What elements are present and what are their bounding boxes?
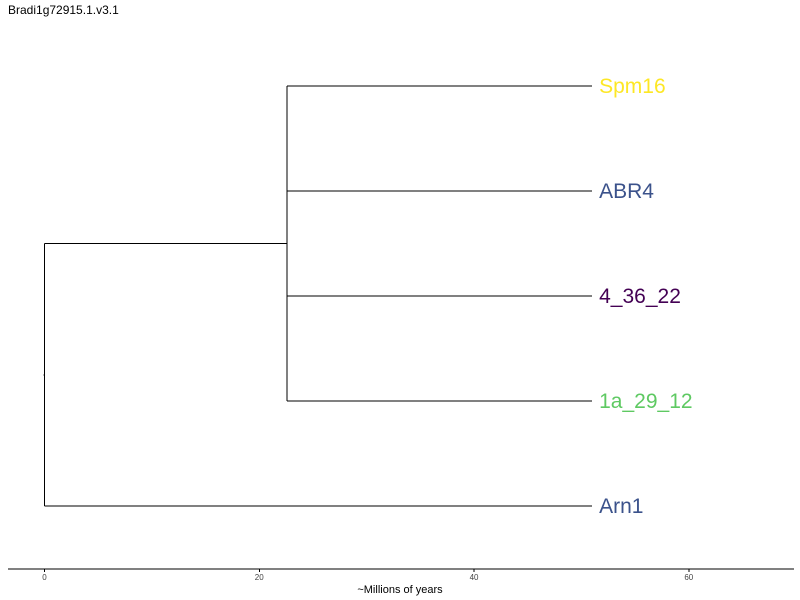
page-title: Bradi1g72915.1.v3.1 [8, 3, 119, 17]
x-tick-label: 20 [255, 573, 264, 582]
x-axis-ticks: 0 20 40 60 [42, 569, 694, 582]
tip-labels: Spm16 ABR4 4_36_22 1a_29_12 Arn1 [599, 75, 692, 518]
x-tick-label: 40 [470, 573, 479, 582]
tip-label: 1a_29_12 [599, 390, 692, 413]
x-tick-label: 60 [684, 573, 693, 582]
tip-label: Spm16 [599, 75, 666, 98]
tip-label: ABR4 [599, 180, 654, 203]
x-axis-title: ~Millions of years [357, 584, 443, 596]
tree-branches [43, 85, 593, 507]
x-axis: 0 20 40 60 ~Millions of years [8, 568, 794, 596]
tip-label: 4_36_22 [599, 285, 681, 308]
tip-label: Arn1 [599, 495, 643, 518]
x-tick-label: 0 [42, 573, 47, 582]
